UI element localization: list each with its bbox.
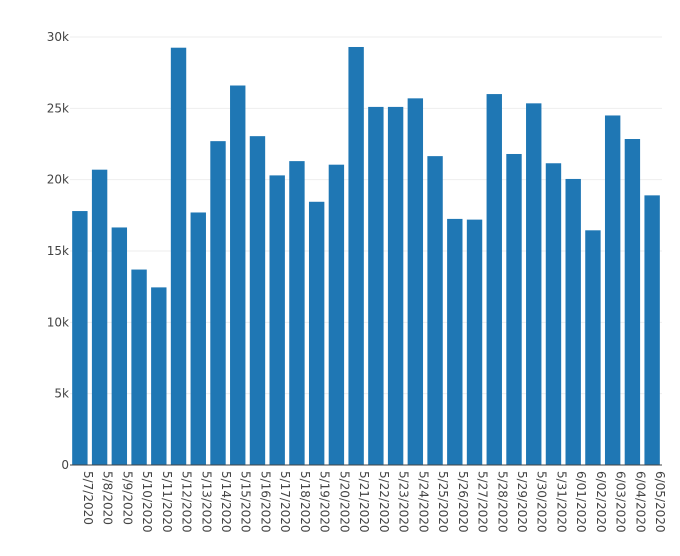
x-tick-label: 5/11/2020 bbox=[160, 471, 174, 533]
bar bbox=[210, 141, 226, 465]
bar bbox=[407, 98, 424, 465]
bars bbox=[72, 46, 660, 466]
y-axis: 0 5k 10k 15k 20k 25k 30k bbox=[47, 30, 69, 472]
bar bbox=[624, 139, 641, 466]
bar bbox=[486, 94, 502, 466]
bar bbox=[387, 106, 404, 465]
x-tick-label: 5/24/2020 bbox=[416, 471, 430, 533]
bar bbox=[151, 287, 167, 465]
x-tick-label: 5/18/2020 bbox=[298, 471, 312, 533]
bar bbox=[348, 46, 364, 466]
x-tick-label: 5/22/2020 bbox=[377, 471, 391, 533]
bar bbox=[269, 175, 285, 466]
x-tick-label: 6/04/2020 bbox=[633, 471, 647, 533]
bar bbox=[565, 178, 581, 465]
x-axis: 5/7/2020 5/8/2020 5/9/2020 5/10/2020 5/11/20… bbox=[70, 464, 667, 533]
x-tick-label: 5/9/2020 bbox=[120, 471, 134, 525]
bar bbox=[427, 156, 443, 466]
bar bbox=[308, 201, 325, 465]
bar bbox=[466, 219, 483, 465]
x-tick-label: 6/05/2020 bbox=[653, 471, 667, 533]
y-tick-label: 0 bbox=[61, 458, 69, 472]
bar bbox=[91, 169, 108, 465]
x-tick-label: 5/27/2020 bbox=[476, 471, 490, 533]
x-tick-label: 5/15/2020 bbox=[239, 471, 253, 533]
x-tick-label: 5/7/2020 bbox=[81, 471, 95, 525]
bar bbox=[190, 212, 206, 465]
x-tick-label: 5/29/2020 bbox=[515, 471, 529, 533]
x-tick-label: 5/12/2020 bbox=[180, 471, 194, 533]
bar bbox=[644, 195, 660, 466]
x-tick-label: 6/01/2020 bbox=[574, 471, 588, 533]
bar bbox=[328, 164, 345, 466]
x-tick-label: 5/28/2020 bbox=[495, 471, 509, 533]
bar bbox=[289, 161, 305, 465]
x-tick-label: 5/16/2020 bbox=[258, 471, 272, 533]
x-tick-label: 5/30/2020 bbox=[535, 471, 549, 533]
x-tick-label: 5/10/2020 bbox=[140, 471, 154, 533]
bar bbox=[604, 115, 621, 465]
bar bbox=[170, 47, 187, 465]
y-tick-label: 15k bbox=[47, 244, 69, 258]
y-tick-label: 25k bbox=[47, 101, 69, 115]
y-tick-label: 20k bbox=[47, 173, 69, 187]
bar bbox=[526, 103, 542, 465]
y-tick-label: 10k bbox=[47, 315, 69, 329]
x-tick-label: 5/13/2020 bbox=[199, 471, 213, 533]
bar bbox=[368, 106, 384, 465]
x-tick-label: 5/8/2020 bbox=[101, 471, 115, 525]
x-tick-label: 5/23/2020 bbox=[397, 471, 411, 533]
x-tick-label: 5/25/2020 bbox=[436, 471, 450, 533]
bar bbox=[447, 218, 463, 465]
x-tick-label: 5/19/2020 bbox=[318, 471, 332, 533]
x-tick-label: 5/20/2020 bbox=[337, 471, 351, 533]
bar bbox=[230, 85, 246, 466]
gridlines bbox=[70, 36, 662, 395]
bar bbox=[545, 163, 562, 465]
x-tick-label: 5/17/2020 bbox=[278, 471, 292, 533]
x-tick-label: 5/26/2020 bbox=[456, 471, 470, 533]
bar bbox=[131, 269, 147, 465]
x-tick-label: 6/03/2020 bbox=[614, 471, 628, 533]
bar bbox=[72, 211, 88, 465]
x-tick-label: 5/31/2020 bbox=[554, 471, 568, 533]
bar bbox=[585, 230, 601, 465]
x-tick-label: 6/02/2020 bbox=[594, 471, 608, 533]
bar bbox=[111, 227, 128, 465]
x-tick-label: 5/14/2020 bbox=[219, 471, 233, 533]
bar bbox=[506, 153, 522, 465]
x-tick-label: 5/21/2020 bbox=[357, 471, 371, 533]
y-tick-label: 5k bbox=[54, 387, 69, 401]
y-tick-label: 30k bbox=[47, 30, 69, 44]
bar bbox=[249, 136, 266, 466]
